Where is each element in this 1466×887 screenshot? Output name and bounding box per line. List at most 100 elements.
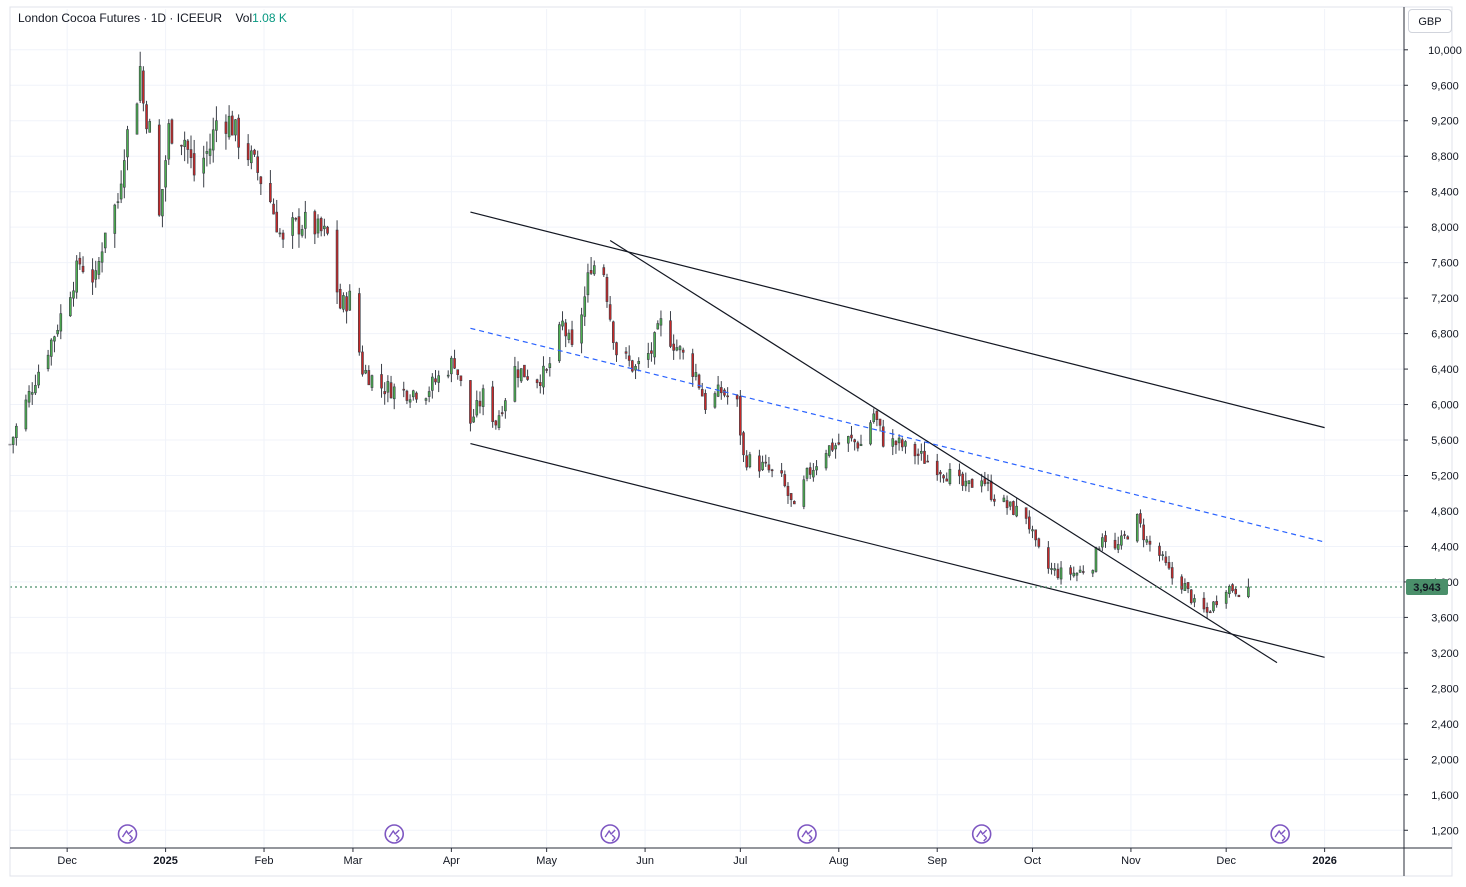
event-icon[interactable] [797,824,817,844]
y-tick-label: 5,600 [1431,435,1459,447]
candle-up [1008,501,1012,507]
candle-down [456,369,460,375]
y-tick-label: 2,400 [1431,719,1459,731]
trendlines [10,211,1404,664]
candle-down [837,442,841,445]
lower-channel-line [470,442,1325,658]
candle-down [878,418,882,426]
y-tick-label: 4,400 [1431,541,1459,553]
candle-up [567,332,571,340]
candle-up [1015,505,1018,517]
candle-up [1091,570,1095,574]
candle-up [580,314,583,344]
candle-down [259,176,263,185]
candle-down [970,478,974,488]
candle-down [478,400,482,407]
symbol-title[interactable]: London Cocoa Futures · 1D · ICEEUR [18,11,223,25]
candle-down [735,394,739,400]
candle-up [27,391,31,403]
candle-down [180,144,183,147]
candle-down [989,480,993,500]
candle-down [361,351,364,375]
candle-up [472,416,475,423]
x-tick-label: 2025 [153,855,177,867]
candle-up [1116,544,1120,550]
candle-up [678,346,682,351]
candle-up [424,398,428,401]
candle-down [627,355,631,361]
candle-down [526,376,529,380]
candle-down [650,350,653,354]
events [117,824,1290,844]
price-badge-label: 3,943 [1413,582,1441,594]
chart-frame [9,6,1453,877]
candle-up [370,375,374,388]
event-icon[interactable] [971,824,992,844]
candle-down [742,432,745,456]
candle-up [161,189,164,217]
candle-up [659,318,663,326]
candle-up [69,297,72,317]
candle-up [1228,586,1231,595]
event-icon[interactable] [600,824,620,844]
candle-down [1189,589,1193,604]
time-axis[interactable]: Dec 2025 Feb Mar Apr May Jun Jul Aug Sep Oct Nov Dec… [57,848,1337,867]
candle-down [170,119,174,144]
y-tick-label: 3,600 [1431,612,1459,624]
candle-up [119,183,123,200]
candle-down [767,464,771,471]
candle-down [272,203,275,215]
candle-up [291,217,294,236]
candle-up [234,119,237,136]
candle-up [250,150,253,164]
candle-up [100,251,104,263]
candle-down [681,349,685,353]
candle-up [1161,554,1164,557]
candle-down [945,478,949,482]
candle-up [56,330,59,335]
candle-down [916,453,920,456]
y-tick-label: 7,600 [1431,258,1459,270]
candle-up [97,261,101,275]
currency-button[interactable]: GBP [1408,9,1452,33]
x-tick-label: Nov [1121,855,1141,867]
candle-up [427,391,431,397]
candle-down [357,293,361,353]
candle-down [516,369,520,378]
candle-up [138,66,142,101]
candle-down [313,211,317,235]
candle-down [1047,547,1050,569]
candle-down [253,149,256,155]
candle-down [1142,524,1145,541]
candle-down [589,270,593,274]
candle-up [49,339,53,357]
candle-up [1120,535,1123,546]
candle-down [1237,594,1241,598]
event-icon[interactable] [1270,824,1290,844]
candle-up [386,381,390,393]
candle-up [53,336,56,342]
candle-down [491,386,494,422]
candle-up [653,332,656,358]
candle-down [1186,582,1190,590]
candle-down [739,396,742,436]
event-icon[interactable] [384,824,405,844]
price-axis[interactable]: 1,2001,6002,0002,4002,8003,2003,6004,000… [1404,45,1462,837]
event-icon[interactable] [117,824,138,844]
candle-down [726,395,729,398]
symbol-header[interactable]: London Cocoa Futures · 1D · ICEEUR Vol1.… [18,11,287,25]
candle-down [939,471,942,475]
candle-down [91,269,94,283]
candle-down [1234,588,1238,595]
candle-up [558,324,561,362]
candle-down [608,304,612,320]
candle-down [631,360,634,372]
x-tick-label: Jun [636,855,654,867]
y-tick-label: 2,000 [1431,754,1459,766]
candle-up [431,376,434,391]
candle-up [1031,529,1034,532]
candle-up [859,443,863,447]
candle-down [691,353,695,377]
